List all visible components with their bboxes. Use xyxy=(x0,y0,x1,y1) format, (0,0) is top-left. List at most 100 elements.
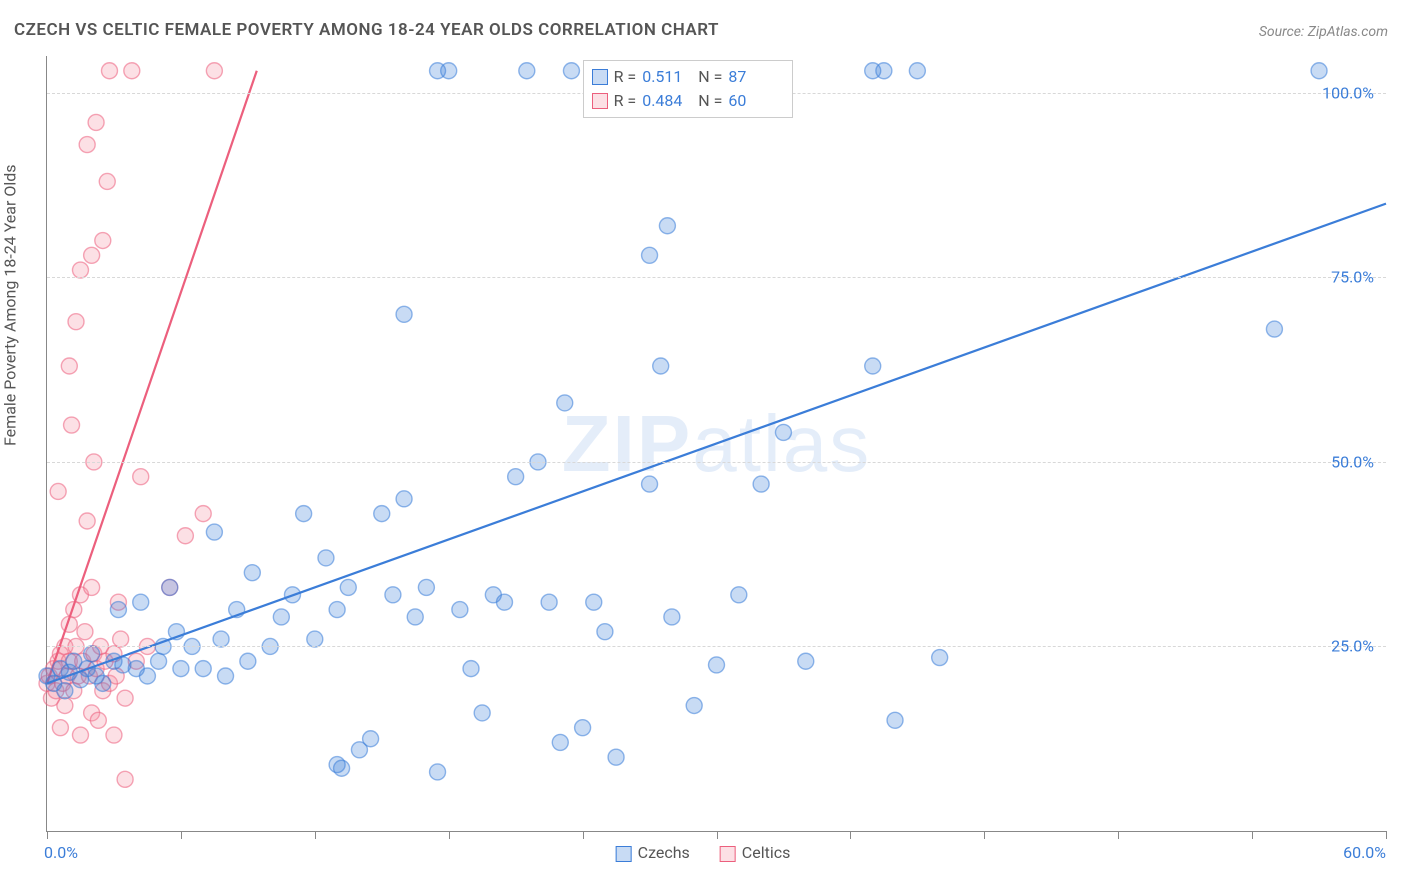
data-point-czech xyxy=(659,218,675,234)
data-point-celtic xyxy=(57,698,73,714)
data-point-celtic xyxy=(113,631,129,647)
data-point-czech xyxy=(731,587,747,603)
gridline xyxy=(47,462,1386,463)
legend-item-celtics: Celtics xyxy=(720,843,791,862)
data-point-czech xyxy=(463,661,479,677)
chart-title: CZECH VS CELTIC FEMALE POVERTY AMONG 18-… xyxy=(14,20,719,40)
data-point-czech xyxy=(653,358,669,374)
data-point-czech xyxy=(876,63,892,79)
y-tick-label: 25.0% xyxy=(1331,637,1374,656)
correlation-legend: R =0.511N =87R =0.484N =60 xyxy=(583,60,794,118)
data-point-celtic xyxy=(77,624,93,640)
x-tick-label: 0.0% xyxy=(44,843,78,862)
data-point-celtic xyxy=(88,114,104,130)
data-point-celtic xyxy=(64,417,80,433)
data-point-czech xyxy=(597,624,613,640)
data-point-czech xyxy=(441,63,457,79)
data-point-czech xyxy=(686,698,702,714)
data-point-celtic xyxy=(195,506,211,522)
data-point-czech xyxy=(162,579,178,595)
data-point-czech xyxy=(374,506,390,522)
data-point-czech xyxy=(496,594,512,610)
data-point-czech xyxy=(133,594,149,610)
data-point-celtic xyxy=(133,469,149,485)
data-point-czech xyxy=(95,675,111,691)
data-point-czech xyxy=(273,609,289,625)
data-point-czech xyxy=(798,653,814,669)
x-tick xyxy=(850,831,851,839)
correlation-row-celtic: R =0.484N =60 xyxy=(592,89,779,113)
gridline xyxy=(47,646,1386,647)
x-tick xyxy=(181,831,182,839)
data-point-czech xyxy=(151,653,167,669)
data-point-czech xyxy=(329,602,345,618)
data-point-celtic xyxy=(106,727,122,743)
x-tick-label: 60.0% xyxy=(1343,843,1386,862)
y-tick-label: 75.0% xyxy=(1331,268,1374,287)
data-point-czech xyxy=(244,565,260,581)
data-point-czech xyxy=(586,594,602,610)
source-attribution: Source: ZipAtlas.com xyxy=(1259,24,1388,40)
data-point-celtic xyxy=(206,63,222,79)
data-point-celtic xyxy=(79,137,95,153)
data-point-czech xyxy=(753,476,769,492)
data-point-celtic xyxy=(90,712,106,728)
y-axis-label: Female Poverty Among 18-24 Year Olds xyxy=(1,164,20,446)
source-value: ZipAtlas.com xyxy=(1308,24,1388,40)
n-value-celtic: 60 xyxy=(728,89,778,113)
x-tick xyxy=(449,831,450,839)
x-tick xyxy=(984,831,985,839)
n-label: N = xyxy=(698,65,722,89)
data-point-czech xyxy=(407,609,423,625)
legend-item-czechs: Czechs xyxy=(616,843,690,862)
data-point-czech xyxy=(887,712,903,728)
trend-line-celtic xyxy=(47,71,257,684)
data-point-czech xyxy=(709,657,725,673)
data-point-celtic xyxy=(84,247,100,263)
data-point-czech xyxy=(385,587,401,603)
data-point-czech xyxy=(519,63,535,79)
data-point-czech xyxy=(396,306,412,322)
data-point-czech xyxy=(932,650,948,666)
data-point-czech xyxy=(1311,63,1327,79)
y-tick-label: 100.0% xyxy=(1322,83,1374,102)
n-label: N = xyxy=(698,89,722,113)
data-point-celtic xyxy=(95,233,111,249)
data-point-czech xyxy=(552,734,568,750)
data-point-czech xyxy=(418,579,434,595)
data-point-czech xyxy=(396,491,412,507)
data-point-czech xyxy=(664,609,680,625)
data-point-czech xyxy=(195,661,211,677)
data-point-czech xyxy=(430,764,446,780)
data-point-celtic xyxy=(72,727,88,743)
data-point-celtic xyxy=(72,262,88,278)
data-point-czech xyxy=(307,631,323,647)
data-point-celtic xyxy=(101,63,117,79)
swatch-celtics xyxy=(720,846,736,862)
data-point-czech xyxy=(173,661,189,677)
data-point-czech xyxy=(608,749,624,765)
r-value-czech: 0.511 xyxy=(642,65,692,89)
data-point-czech xyxy=(642,247,658,263)
data-point-czech xyxy=(452,602,468,618)
data-point-czech xyxy=(206,524,222,540)
data-point-celtic xyxy=(52,720,68,736)
corr-swatch-celtic xyxy=(592,93,608,109)
data-point-czech xyxy=(865,358,881,374)
data-point-czech xyxy=(642,476,658,492)
x-tick xyxy=(1386,831,1387,839)
x-tick xyxy=(47,831,48,839)
gridline xyxy=(47,277,1386,278)
data-point-celtic xyxy=(177,528,193,544)
corr-swatch-czech xyxy=(592,69,608,85)
data-point-celtic xyxy=(68,314,84,330)
data-point-celtic xyxy=(84,579,100,595)
data-point-czech xyxy=(575,720,591,736)
data-point-czech xyxy=(557,395,573,411)
scatter-plot-svg xyxy=(47,56,1386,831)
data-point-czech xyxy=(218,668,234,684)
data-point-celtic xyxy=(79,513,95,529)
r-label: R = xyxy=(614,65,637,89)
r-value-celtic: 0.484 xyxy=(642,89,692,113)
x-tick xyxy=(1118,831,1119,839)
